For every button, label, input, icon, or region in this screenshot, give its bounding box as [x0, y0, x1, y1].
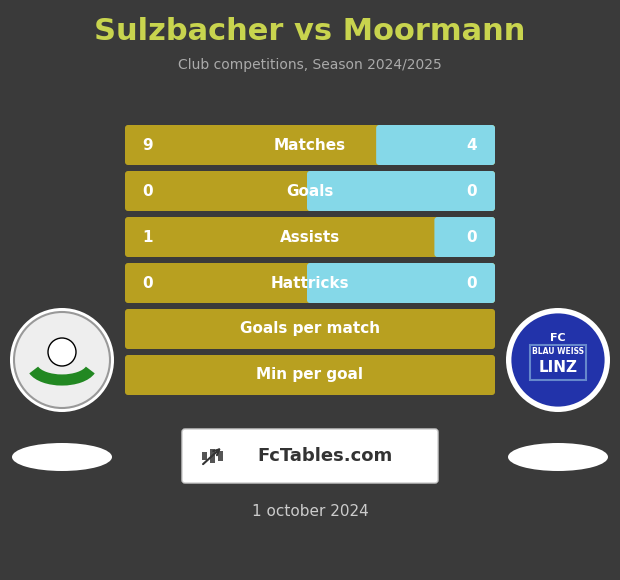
Circle shape [510, 312, 606, 408]
FancyBboxPatch shape [218, 451, 223, 461]
FancyBboxPatch shape [125, 171, 495, 211]
Ellipse shape [12, 443, 112, 471]
FancyBboxPatch shape [210, 449, 215, 463]
Circle shape [10, 308, 114, 412]
Text: Hattricks: Hattricks [271, 276, 349, 291]
FancyBboxPatch shape [125, 263, 495, 303]
Text: 1 october 2024: 1 october 2024 [252, 505, 368, 520]
Circle shape [14, 312, 110, 408]
FancyBboxPatch shape [125, 125, 495, 165]
Text: 0: 0 [143, 183, 153, 198]
Text: Assists: Assists [280, 230, 340, 245]
FancyBboxPatch shape [125, 217, 495, 257]
FancyBboxPatch shape [125, 355, 495, 395]
FancyBboxPatch shape [182, 429, 438, 483]
Text: Club competitions, Season 2024/2025: Club competitions, Season 2024/2025 [178, 58, 442, 72]
Text: LINZ: LINZ [539, 361, 577, 375]
FancyBboxPatch shape [435, 217, 495, 257]
Text: FC: FC [550, 333, 566, 343]
FancyBboxPatch shape [376, 125, 495, 165]
Text: Goals per match: Goals per match [240, 321, 380, 336]
FancyBboxPatch shape [125, 309, 495, 349]
Circle shape [506, 308, 610, 412]
Circle shape [48, 338, 76, 366]
Text: BLAU WEISS: BLAU WEISS [532, 347, 584, 357]
Text: 0: 0 [467, 230, 477, 245]
Text: 9: 9 [143, 137, 153, 153]
Text: 0: 0 [467, 276, 477, 291]
Text: 0: 0 [467, 183, 477, 198]
FancyBboxPatch shape [202, 452, 207, 460]
FancyBboxPatch shape [307, 263, 495, 303]
Text: Min per goal: Min per goal [257, 368, 363, 382]
Text: Sulzbacher vs Moormann: Sulzbacher vs Moormann [94, 17, 526, 46]
Text: FcTables.com: FcTables.com [257, 447, 392, 465]
Ellipse shape [508, 443, 608, 471]
FancyBboxPatch shape [307, 171, 495, 211]
Text: Matches: Matches [274, 137, 346, 153]
Text: Goals: Goals [286, 183, 334, 198]
Text: 1: 1 [143, 230, 153, 245]
Text: 0: 0 [143, 276, 153, 291]
Text: 4: 4 [467, 137, 477, 153]
